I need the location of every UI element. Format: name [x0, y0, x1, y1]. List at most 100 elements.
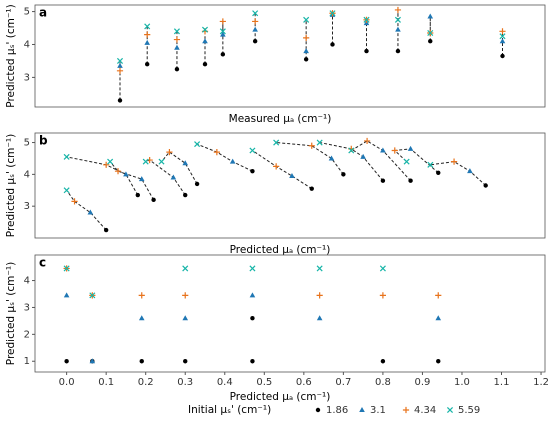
- y-tick-label: 3: [24, 201, 30, 212]
- point: [142, 158, 149, 165]
- point: [407, 145, 414, 151]
- y-axis-label: Predicted μₛ' (cm⁻¹): [5, 262, 17, 365]
- point: [116, 67, 124, 74]
- point: [89, 292, 96, 299]
- x-axis-label: Predicted μₐ (cm⁻¹): [230, 391, 331, 403]
- point: [135, 192, 140, 198]
- point: [87, 209, 94, 215]
- point: [158, 158, 165, 165]
- y-tick-label: 1: [24, 356, 30, 367]
- legend-marker: [315, 407, 321, 413]
- point: [391, 147, 398, 154]
- y-tick-label: 5: [24, 7, 30, 18]
- point: [250, 168, 255, 174]
- point: [182, 292, 189, 299]
- point: [341, 172, 346, 177]
- connector: [252, 150, 313, 190]
- point: [395, 48, 401, 54]
- connector: [66, 189, 107, 231]
- x-tick-label: 0.0: [59, 377, 75, 388]
- point: [380, 147, 386, 153]
- point: [183, 192, 188, 198]
- point: [395, 26, 401, 32]
- point: [249, 265, 256, 272]
- point: [116, 57, 124, 64]
- point: [428, 38, 433, 44]
- x-tick-label: 0.8: [375, 377, 391, 388]
- point: [213, 148, 220, 156]
- y-tick-label: 4: [24, 39, 30, 50]
- point: [363, 137, 371, 145]
- y-tick-label: 2: [24, 329, 30, 340]
- point: [427, 161, 434, 168]
- point: [174, 44, 180, 50]
- point: [63, 153, 70, 160]
- point: [138, 315, 145, 321]
- point: [145, 62, 150, 67]
- point: [202, 38, 208, 44]
- point: [483, 183, 488, 188]
- point: [308, 142, 315, 149]
- x-axis-label: Predicted μₐ (cm⁻¹): [230, 244, 331, 256]
- point: [303, 34, 310, 42]
- point: [103, 227, 109, 233]
- point: [348, 147, 355, 154]
- point: [435, 315, 442, 321]
- point: [219, 28, 226, 35]
- point: [316, 315, 323, 321]
- x-tick-label: 0.4: [217, 377, 233, 388]
- point: [202, 62, 208, 67]
- connector: [66, 156, 139, 196]
- point: [380, 359, 386, 364]
- panel-label: a: [39, 6, 47, 20]
- legend-marker: [359, 407, 365, 412]
- point: [273, 163, 280, 170]
- legend-marker: [402, 406, 410, 414]
- x-axis-label: Measured μₐ (cm⁻¹): [229, 113, 332, 125]
- point: [408, 178, 413, 183]
- point: [500, 53, 505, 59]
- panel-label: c: [39, 256, 46, 270]
- x-tick-label: 0.6: [296, 377, 312, 388]
- point: [117, 62, 123, 68]
- point: [144, 23, 151, 30]
- point: [499, 33, 506, 40]
- point: [63, 292, 70, 298]
- x-tick-label: 1.0: [454, 377, 470, 388]
- plot-frame: [34, 254, 546, 373]
- point: [360, 153, 366, 159]
- legend-marker: [446, 406, 454, 414]
- point: [435, 292, 442, 299]
- point: [252, 10, 259, 17]
- x-tick-label: 0.9: [414, 377, 430, 388]
- point: [123, 171, 129, 177]
- point: [144, 31, 151, 38]
- point: [379, 292, 387, 299]
- point: [201, 26, 209, 33]
- point: [309, 186, 314, 191]
- point: [316, 265, 323, 272]
- point: [403, 158, 410, 165]
- point: [436, 359, 441, 364]
- point: [183, 359, 188, 364]
- point: [71, 198, 78, 205]
- panel-label: b: [39, 134, 48, 148]
- x-tick-label: 0.7: [335, 377, 351, 388]
- point: [166, 148, 173, 156]
- point: [63, 265, 70, 272]
- point: [144, 39, 150, 45]
- point: [151, 197, 156, 203]
- point: [394, 16, 401, 23]
- connector: [109, 161, 155, 201]
- point: [220, 31, 226, 37]
- y-tick-label: 3: [24, 302, 30, 313]
- legend-label: 1.86: [326, 405, 348, 416]
- point: [219, 18, 226, 25]
- point: [252, 38, 258, 44]
- y-tick-label: 5: [24, 138, 30, 149]
- x-tick-label: 0.3: [177, 377, 193, 388]
- legend-label: 3.1: [370, 405, 386, 416]
- point: [173, 36, 181, 43]
- y-tick-label: 3: [24, 72, 30, 83]
- point: [138, 292, 145, 299]
